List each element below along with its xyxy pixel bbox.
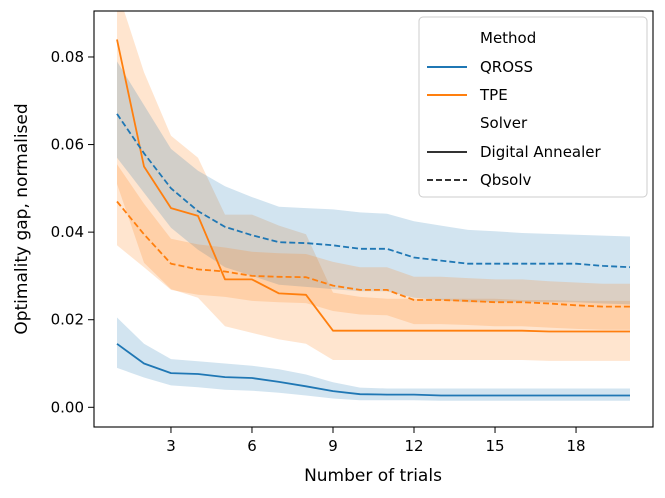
- legend-qbsolv-label: Qbsolv: [480, 171, 531, 189]
- tpe-qbsolv-band: [117, 164, 630, 330]
- tpe-digital-annealer-line: [116, 39, 630, 333]
- legend-digital-annealer-label: Digital Annealer: [480, 143, 602, 161]
- legend: Method QROSS TPE Solver Digital Annealer…: [418, 16, 648, 198]
- tpe-digital-annealer-band: [117, 11, 630, 361]
- y-tick-label: 0.00: [51, 398, 84, 416]
- x-tick-label: 12: [404, 437, 423, 455]
- x-tick-label: 9: [328, 437, 338, 455]
- x-tick-label: 6: [247, 437, 257, 455]
- x-axis-label: Number of trials: [304, 466, 442, 486]
- tpe-qbsolv-line: [116, 200, 630, 308]
- qross-digital-annealer-band: [117, 317, 630, 401]
- axes-frame: [93, 10, 654, 428]
- x-tick-label: 3: [166, 437, 176, 455]
- confidence-bands: [117, 11, 630, 401]
- legend-box: [418, 16, 648, 198]
- series-lines: [116, 39, 631, 397]
- qross-qbsolv-line: [116, 113, 631, 269]
- qross-digital-annealer-line: [116, 343, 630, 397]
- y-axis-label: Optimality gap, normalised: [12, 103, 32, 334]
- x-axis-ticks: 3 6 9 12 15 18: [166, 427, 586, 455]
- y-tick-label: 0.08: [51, 48, 84, 66]
- legend-solver-title: Solver: [480, 114, 528, 132]
- x-tick-label: 15: [485, 437, 504, 455]
- legend-tpe-label: TPE: [479, 86, 508, 104]
- legend-method-title: Method: [480, 29, 536, 47]
- qross-qbsolv-band: [117, 61, 630, 305]
- y-tick-label: 0.02: [51, 311, 84, 329]
- legend-qross-label: QROSS: [480, 58, 533, 76]
- x-tick-label: 18: [566, 437, 585, 455]
- y-axis-ticks: 0.00 0.02 0.04 0.06 0.08: [51, 48, 94, 416]
- y-tick-label: 0.04: [51, 223, 84, 241]
- y-tick-label: 0.06: [51, 136, 84, 154]
